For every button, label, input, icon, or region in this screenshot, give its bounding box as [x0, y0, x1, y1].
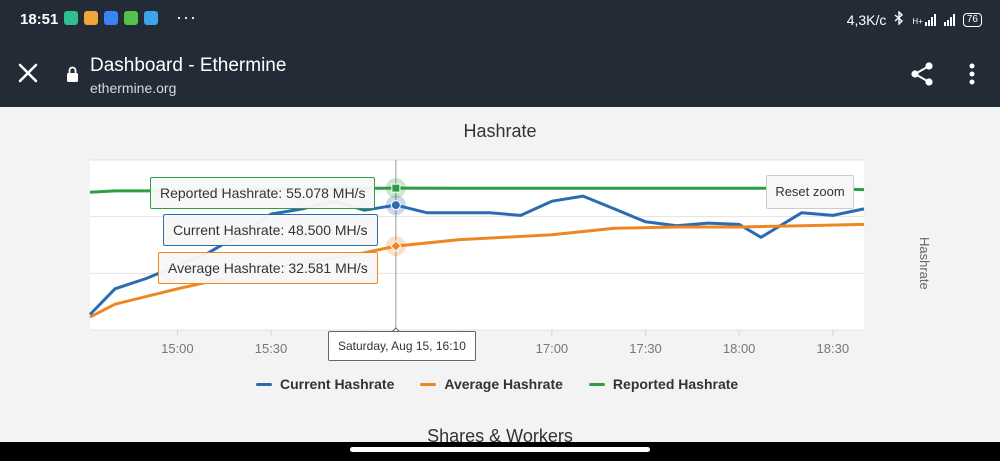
x-tick-label: 17:30 — [629, 341, 662, 356]
tooltip-average: Average Hashrate: 32.581 MH/s — [158, 252, 378, 284]
x-tick-label: 15:00 — [161, 341, 194, 356]
more-notifications-icon: ··· — [176, 7, 197, 27]
signal-icon-2 — [943, 13, 955, 26]
signal-icon: H+ — [912, 13, 936, 26]
lock-icon — [66, 66, 79, 83]
hover-marker — [390, 240, 402, 252]
browser-toolbar: Dashboard - Ethermine ethermine.org — [0, 40, 1000, 107]
notification-app-icon — [84, 11, 98, 25]
section-heading-shares-workers: Shares & Workers — [427, 426, 573, 442]
hover-marker — [391, 183, 401, 193]
legend-item-average[interactable]: Average Hashrate — [420, 376, 563, 392]
legend-label-reported: Reported Hashrate — [612, 376, 739, 392]
status-right: 4,3K/c H+ 76 — [846, 10, 982, 28]
hover-marker — [390, 200, 401, 211]
legend-swatch-current — [256, 382, 272, 386]
page-content: Hashrate 15:0015:3016:0016:3017:0017:301… — [0, 107, 1000, 442]
series-line-average-hashrate — [89, 222, 865, 319]
legend-swatch-average — [420, 382, 437, 386]
x-tick-label: 18:00 — [723, 341, 756, 356]
legend-item-current[interactable]: Current Hashrate — [256, 376, 394, 392]
notification-app-icon — [124, 11, 138, 25]
share-button[interactable] — [908, 60, 936, 88]
x-tick-label: 15:30 — [255, 341, 288, 356]
page-url: ethermine.org — [90, 80, 177, 96]
more-vert-icon — [969, 63, 975, 85]
legend-item-reported[interactable]: Reported Hashrate — [588, 376, 739, 392]
share-icon — [911, 62, 933, 86]
legend-swatch-reported — [588, 382, 605, 386]
y-axis-title: Hashrate — [917, 237, 932, 290]
overflow-menu-button[interactable] — [962, 60, 982, 88]
page-title: Dashboard - Ethermine — [90, 55, 287, 76]
status-bar: 18:51 ··· 4,3K/c H+ 76 — [0, 0, 1000, 40]
x-tick-label: 18:30 — [817, 341, 850, 356]
series-line-current-hashrate — [88, 194, 865, 316]
home-handle[interactable] — [350, 447, 650, 452]
crosshair-label: Saturday, Aug 15, 16:10 — [328, 331, 476, 361]
x-tick-label: 17:00 — [536, 341, 569, 356]
network-speed: 4,3K/c — [846, 11, 887, 28]
close-icon — [18, 63, 38, 83]
tooltip-reported: Reported Hashrate: 55.078 MH/s — [150, 177, 376, 209]
status-time: 18:51 — [20, 11, 59, 28]
notification-app-icon — [104, 11, 118, 25]
notification-app-icon — [144, 11, 158, 25]
notification-app-icon — [64, 11, 78, 25]
chart-title: Hashrate — [463, 121, 537, 141]
navigation-bar — [0, 442, 1000, 461]
tooltip-current: Current Hashrate: 48.500 MH/s — [163, 214, 378, 246]
network-type: H+ — [912, 16, 923, 26]
legend-label-current: Current Hashrate — [280, 376, 395, 392]
notification-icons — [64, 11, 158, 25]
chart-legend: Current Hashrate Average Hashrate Report… — [256, 376, 738, 392]
bluetooth-icon — [894, 10, 904, 28]
legend-label-average: Average Hashrate — [444, 376, 563, 392]
reset-zoom-button[interactable]: Reset zoom — [766, 175, 854, 209]
close-button[interactable] — [16, 61, 40, 85]
battery-icon: 76 — [962, 12, 982, 27]
